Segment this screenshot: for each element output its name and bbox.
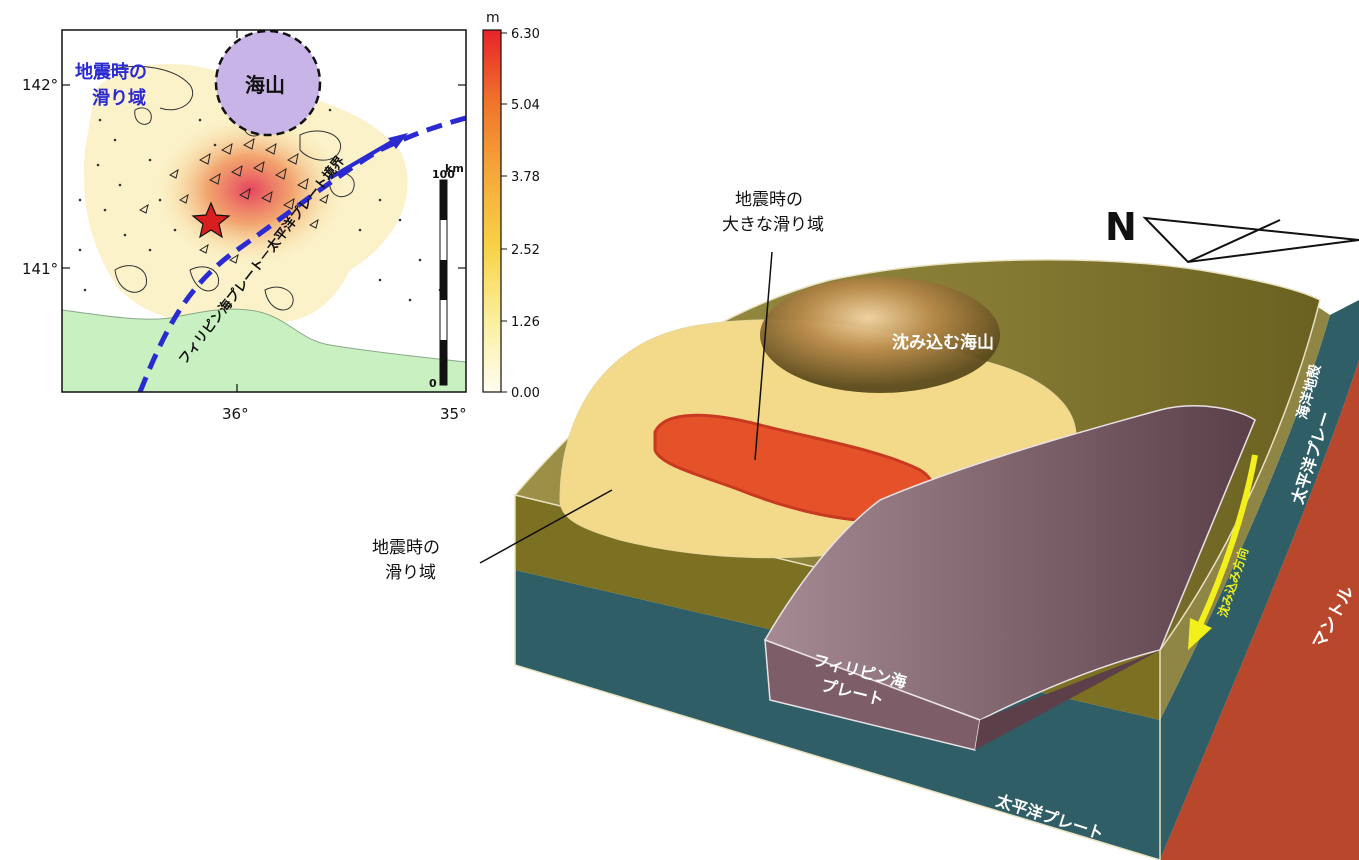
- inset-map: 142° 141° 36° 35° 地震時の 滑り域 海山 フィリピン海プレート…: [22, 10, 540, 423]
- mantle-side: [1160, 360, 1359, 860]
- plate-boundary-line: [137, 115, 466, 392]
- land-area: [62, 308, 466, 392]
- subduction-arrowhead-icon: [1188, 618, 1212, 650]
- block-slip-label-line2: 滑り域: [385, 563, 436, 583]
- colorbar-unit: m: [486, 10, 500, 26]
- block-slip-label-line1: 地震時の: [372, 538, 440, 558]
- philippine-plate-wedge: [763, 405, 1256, 721]
- plate-motion-arrow: [328, 138, 397, 180]
- colorbar-tick: 5.04: [511, 98, 540, 113]
- map-frame: [61, 29, 467, 393]
- north-label: N: [1105, 205, 1137, 249]
- scale-bar: [439, 179, 448, 386]
- inset-seamount-label: 海山: [245, 73, 285, 97]
- lat-label-142: 142°: [22, 76, 58, 94]
- north-arrow: N: [1105, 205, 1359, 264]
- block-diagram: N 地震時の 大きな滑り域 地震時の 滑り域 沈み込む海山 フィリピン海 プレー…: [372, 190, 1359, 860]
- leader-line-slip: [479, 489, 613, 564]
- lat-label-141: 141°: [22, 260, 58, 278]
- inset-slip-area-label-line1: 地震時の: [75, 61, 147, 83]
- inset-slip-area-label-line2: 滑り域: [92, 87, 146, 109]
- colorbar-tick: 1.26: [511, 315, 540, 330]
- scale-top-value: 100: [432, 168, 455, 181]
- plate-motion-arrowhead: [388, 133, 408, 149]
- block-outline-left: [514, 495, 1161, 860]
- colorbar-tick: 0.00: [511, 386, 540, 401]
- lon-label-35: 35°: [440, 405, 467, 423]
- subduction-arrow: [1197, 454, 1258, 627]
- large-slip-label-line2: 大きな滑り域: [722, 215, 824, 235]
- philippine-plate-side: [975, 650, 1160, 750]
- seamount-circle: [214, 30, 322, 137]
- slip-arrows: [138, 137, 329, 264]
- pacific-plate-side: [1160, 300, 1359, 860]
- colorbar-tick: 6.30: [511, 27, 540, 42]
- lon-label-36: 36°: [222, 405, 249, 423]
- map-ticks: [62, 30, 466, 392]
- scale-bottom-value: 0: [429, 377, 437, 390]
- colorbar: m 6.30 5.04 3.78 2.52 1.26 0.00: [482, 10, 540, 401]
- colorbar-ramp: [482, 29, 502, 393]
- epicenter-star-icon: [191, 201, 231, 239]
- scale-unit: km: [445, 162, 464, 175]
- subducting-seamount-label: 沈み込む海山: [892, 332, 994, 353]
- leader-line-large-slip: [754, 251, 773, 461]
- large-slip-label-line1: 地震時の: [735, 190, 803, 210]
- colorbar-tick: 2.52: [511, 243, 540, 258]
- colorbar-tick: 3.78: [511, 170, 540, 185]
- subducting-seamount-3d: [760, 277, 1000, 393]
